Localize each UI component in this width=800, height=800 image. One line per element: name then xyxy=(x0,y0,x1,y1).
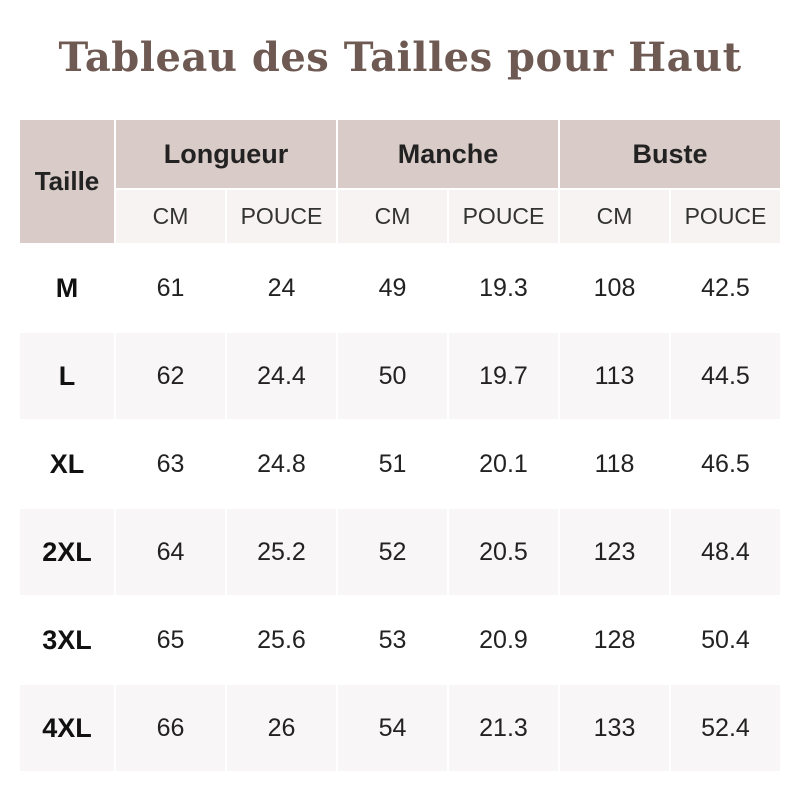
size-cell: 3XL xyxy=(42,624,92,655)
data-row: 4XL 66 26 54 21.3 133 52.4 xyxy=(20,685,780,771)
value-cell: 54 xyxy=(338,685,447,771)
size-cell: M xyxy=(55,272,79,303)
unit-header: CM xyxy=(338,190,447,243)
value-cell: 51 xyxy=(378,449,407,478)
value-cell: 25.2 xyxy=(227,509,336,595)
data-row: 2XL 64 25.2 52 20.5 123 48.4 xyxy=(20,509,780,595)
unit-header: POUCE xyxy=(227,190,336,243)
data-row: M 61 24 49 19.3 108 42.5 xyxy=(20,245,780,331)
value-cell: 128 xyxy=(593,625,636,654)
group-header: Buste xyxy=(560,120,780,188)
size-table: Taille Longueur Manche Buste CM POUCE CM PO… xyxy=(18,118,782,773)
value-cell: 113 xyxy=(560,333,669,419)
unit-header: POUCE xyxy=(671,190,780,243)
value-cell: 26 xyxy=(227,685,336,771)
value-cell: 61 xyxy=(156,273,185,302)
group-header: Longueur xyxy=(116,120,336,188)
value-cell: 133 xyxy=(560,685,669,771)
value-cell: 63 xyxy=(156,449,185,478)
value-cell: 65 xyxy=(156,625,185,654)
value-cell: 42.5 xyxy=(701,273,750,302)
group-header: Manche xyxy=(338,120,558,188)
value-cell: 62 xyxy=(116,333,225,419)
value-cell: 66 xyxy=(116,685,225,771)
unit-header-row: CM POUCE CM POUCE CM POUCE xyxy=(20,190,780,243)
value-cell: 19.3 xyxy=(479,273,528,302)
data-row: L 62 24.4 50 19.7 113 44.5 xyxy=(20,333,780,419)
value-cell: 53 xyxy=(378,625,407,654)
size-header: Taille xyxy=(20,120,114,243)
value-cell: 20.1 xyxy=(479,449,528,478)
size-cell: 4XL xyxy=(20,685,114,771)
title: Tableau des Tailles pour Haut xyxy=(58,34,742,81)
value-cell: 123 xyxy=(560,509,669,595)
value-cell: 21.3 xyxy=(449,685,558,771)
size-cell: XL xyxy=(49,448,85,479)
value-cell: 64 xyxy=(116,509,225,595)
unit-header: POUCE xyxy=(449,190,558,243)
value-cell: 108 xyxy=(593,273,636,302)
group-header-row: Taille Longueur Manche Buste xyxy=(20,120,780,243)
value-cell: 24.8 xyxy=(257,449,306,478)
value-cell: 20.9 xyxy=(479,625,528,654)
size-cell: 2XL xyxy=(20,509,114,595)
value-cell: 50 xyxy=(338,333,447,419)
size-cell: L xyxy=(20,333,114,419)
value-cell: 24 xyxy=(267,273,296,302)
value-cell: 52 xyxy=(338,509,447,595)
unit-header: CM xyxy=(116,190,225,243)
value-cell: 25.6 xyxy=(257,625,306,654)
value-cell: 50.4 xyxy=(701,625,750,654)
value-cell: 20.5 xyxy=(449,509,558,595)
value-cell: 52.4 xyxy=(671,685,780,771)
value-cell: 118 xyxy=(594,449,635,478)
value-cell: 44.5 xyxy=(671,333,780,419)
value-cell: 49 xyxy=(378,273,407,302)
value-cell: 46.5 xyxy=(701,449,750,478)
data-row: 3XL 65 25.6 53 20.9 128 50.4 xyxy=(20,597,780,683)
value-cell: 19.7 xyxy=(449,333,558,419)
value-cell: 48.4 xyxy=(671,509,780,595)
value-cell: 24.4 xyxy=(227,333,336,419)
data-row: XL 63 24.8 51 20.1 118 46.5 xyxy=(20,421,780,507)
unit-header: CM xyxy=(560,190,669,243)
